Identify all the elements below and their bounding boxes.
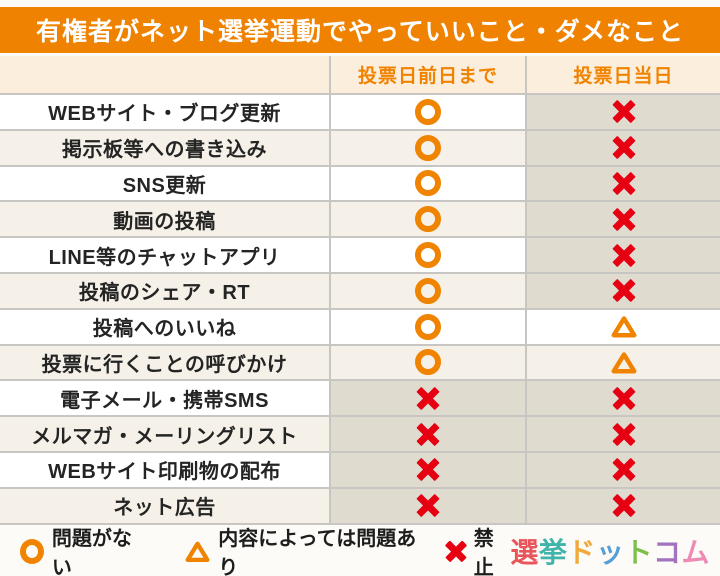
cross-icon	[415, 421, 441, 447]
circle-icon	[415, 277, 441, 304]
legend-item-conditional: 内容によっては問題あり	[185, 522, 418, 576]
symbol-cell	[527, 273, 720, 308]
symbol-cell	[331, 238, 525, 272]
row-label: メルマガ・メーリングリスト	[0, 417, 329, 451]
cross-icon	[611, 135, 637, 161]
symbol-cell	[331, 345, 525, 380]
title-bar: 有権者がネット選挙運動でやっていいこと・ダメなこと	[0, 7, 720, 53]
logo-char: ッ	[595, 537, 625, 569]
row-label: LINE等のチャットアプリ	[0, 238, 329, 272]
logo-char: 選	[510, 537, 539, 569]
symbol-cell	[331, 381, 525, 416]
cross-icon	[444, 539, 466, 563]
cross-icon	[611, 206, 637, 232]
symbol-cell	[527, 452, 720, 487]
legend-label: 禁止	[473, 528, 494, 576]
circle-icon	[20, 538, 44, 564]
symbol-cell	[527, 309, 720, 344]
row-label: WEBサイト・ブログ更新	[0, 95, 329, 129]
cross-icon	[611, 493, 637, 519]
row-label: WEBサイト印刷物の配布	[0, 452, 329, 487]
cross-icon	[611, 99, 637, 125]
symbol-cell	[331, 166, 525, 201]
symbol-cell	[331, 130, 525, 165]
symbol-cell	[527, 381, 720, 416]
row-label: 動画の投稿	[0, 202, 329, 237]
symbol-cell	[527, 166, 720, 201]
header-cell-before-election-day: 投票日前日まで	[331, 56, 525, 93]
circle-icon	[415, 242, 441, 269]
row-label: 投稿のシェア・RT	[0, 273, 329, 308]
symbol-cell	[331, 95, 525, 129]
triangle-icon	[185, 540, 210, 563]
row-label: 投稿へのいいね	[0, 309, 329, 344]
circle-icon	[415, 349, 441, 376]
circle-icon	[415, 170, 441, 197]
circle-icon	[415, 134, 441, 161]
logo-char: ト	[624, 537, 653, 569]
rules-table: 投票日前日まで 投票日当日 WEBサイト・ブログ更新 掲示板等への書き込み SNS更…	[0, 56, 720, 525]
cross-icon	[611, 170, 637, 196]
legend: 問題がない 内容によっては問題あり 禁止 選挙ドットコム	[0, 525, 720, 576]
symbol-cell	[527, 417, 720, 451]
circle-icon	[415, 313, 441, 340]
header-cell-election-day: 投票日当日	[527, 56, 720, 93]
symbol-cell	[331, 309, 525, 344]
circle-icon	[415, 98, 441, 125]
symbol-cell	[527, 202, 720, 237]
logo-char: 挙	[538, 537, 568, 569]
logo-char: ド	[567, 537, 596, 569]
symbol-cell	[331, 488, 525, 523]
cross-icon	[611, 421, 637, 447]
cross-icon	[415, 493, 441, 519]
cross-icon	[415, 385, 441, 411]
cross-icon	[611, 278, 637, 304]
symbol-cell	[331, 452, 525, 487]
symbol-cell	[527, 238, 720, 272]
row-label: 投票に行くことの呼びかけ	[0, 345, 329, 380]
symbol-cell	[331, 273, 525, 308]
circle-icon	[415, 206, 441, 233]
cross-icon	[415, 457, 441, 483]
triangle-icon	[611, 351, 637, 374]
senkyo-dot-com-logo: 選挙ドットコム	[510, 531, 710, 571]
cross-icon	[611, 242, 637, 268]
cross-icon	[611, 385, 637, 411]
cross-icon	[611, 457, 637, 483]
logo-char: ム	[681, 537, 710, 569]
symbol-cell	[527, 345, 720, 380]
legend-label: 内容によっては問題あり	[218, 528, 417, 576]
symbol-cell	[527, 130, 720, 165]
symbol-cell	[331, 202, 525, 237]
row-label: 掲示板等への書き込み	[0, 130, 329, 165]
page-title: 有権者がネット選挙運動でやっていいこと・ダメなこと	[35, 18, 684, 46]
symbol-cell	[527, 488, 720, 523]
symbol-cell	[527, 95, 720, 129]
legend-item-allowed: 問題がない	[20, 522, 143, 576]
logo-char: コ	[652, 537, 682, 569]
row-label: ネット広告	[0, 488, 329, 523]
triangle-icon	[611, 315, 637, 338]
header-cell-empty	[0, 56, 329, 93]
row-label: 電子メール・携帯SMS	[0, 381, 329, 416]
symbol-cell	[331, 417, 525, 451]
legend-item-prohibited: 禁止	[444, 522, 511, 576]
row-label: SNS更新	[0, 166, 329, 201]
legend-label: 問題がない	[51, 528, 132, 576]
